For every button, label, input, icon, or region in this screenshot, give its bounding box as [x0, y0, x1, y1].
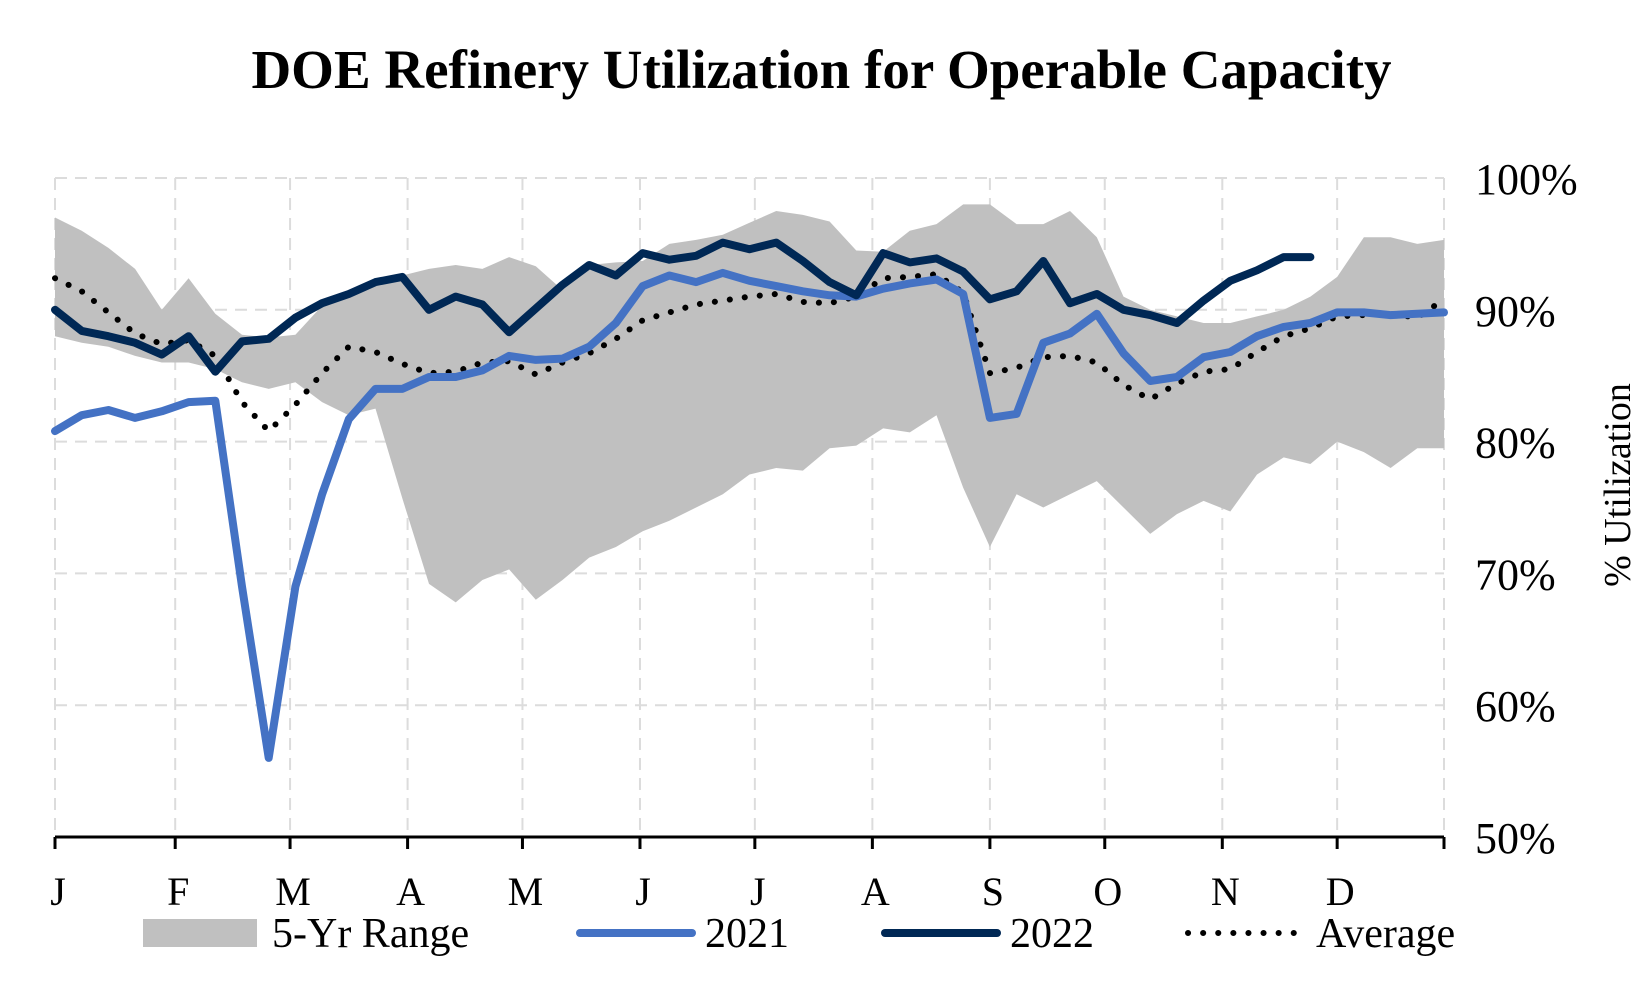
y-axis-label: % Utilization: [1597, 383, 1639, 587]
x-tick-label: O: [1093, 869, 1122, 914]
series-line-2021: [51, 268, 1448, 762]
range-layer: [55, 204, 1444, 603]
x-tick-label: D: [1326, 869, 1355, 914]
range-area: [55, 204, 1444, 603]
y-tick-label: 60%: [1475, 682, 1556, 731]
y-tick-labels: 50% 60% 70% 80% 90% 100%: [1475, 155, 1578, 863]
x-tick-label: M: [275, 869, 311, 914]
y-tick-label: 80%: [1475, 419, 1556, 468]
series-line-2022: [51, 238, 1315, 376]
x-tick-label: F: [167, 869, 189, 914]
chart-title: DOE Refinery Utilization for Operable Ca…: [251, 39, 1392, 100]
legend-swatch-area: [143, 919, 257, 947]
line-layer: [51, 238, 1448, 762]
y-tick-label: 70%: [1475, 550, 1556, 599]
y-tick-label: 90%: [1475, 287, 1556, 336]
x-tick-label: J: [635, 869, 651, 914]
legend-label: 2022: [1010, 911, 1094, 957]
x-tick-label: M: [508, 869, 544, 914]
x-tick-label: J: [50, 869, 66, 914]
x-tick-label: A: [396, 869, 425, 914]
series-line-average: [52, 271, 1447, 436]
x-tick-label: J: [750, 869, 766, 914]
axis-layer: [53, 835, 1446, 849]
x-tick-label: N: [1211, 869, 1240, 914]
legend-label: 2021: [705, 911, 789, 957]
x-tick-label: A: [861, 869, 890, 914]
y-tick-label: 50%: [1475, 814, 1556, 863]
y-tick-label: 100%: [1475, 155, 1578, 204]
legend-label: 5-Yr Range: [272, 911, 469, 957]
x-tick-label: S: [982, 869, 1004, 914]
legend: 5-Yr Range 2021 2022 Average: [143, 911, 1455, 957]
legend-label: Average: [1316, 911, 1455, 957]
